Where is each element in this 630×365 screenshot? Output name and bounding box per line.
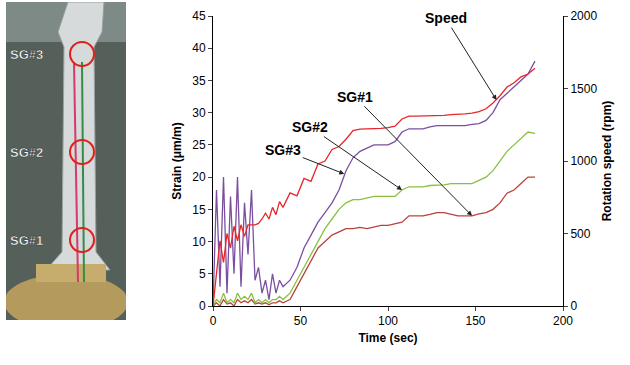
svg-text:SG#2: SG#2	[292, 119, 328, 135]
svg-text:Time (sec): Time (sec)	[358, 331, 417, 345]
svg-text:2000: 2000	[570, 9, 597, 23]
svg-text:10: 10	[192, 235, 206, 249]
svg-text:50: 50	[294, 314, 308, 328]
svg-text:1500: 1500	[570, 82, 597, 96]
svg-text:SG#3: SG#3	[10, 47, 43, 62]
svg-text:25: 25	[192, 138, 206, 152]
svg-text:0: 0	[199, 299, 206, 313]
svg-text:Speed: Speed	[425, 10, 467, 26]
svg-text:SG#2: SG#2	[10, 145, 43, 160]
svg-text:20: 20	[192, 170, 206, 184]
svg-text:15: 15	[192, 203, 206, 217]
svg-text:0: 0	[210, 314, 217, 328]
svg-text:1000: 1000	[570, 154, 597, 168]
svg-text:SG#1: SG#1	[337, 89, 373, 105]
svg-text:Strain (μm/m): Strain (μm/m)	[170, 122, 184, 199]
svg-text:SG#1: SG#1	[10, 233, 43, 248]
svg-text:0: 0	[570, 299, 577, 313]
svg-text:40: 40	[192, 41, 206, 55]
svg-text:Rotation speed (rpm): Rotation speed (rpm)	[600, 101, 614, 222]
svg-text:45: 45	[192, 9, 206, 23]
svg-text:5: 5	[199, 267, 206, 281]
svg-text:100: 100	[378, 314, 398, 328]
svg-text:500: 500	[570, 227, 590, 241]
svg-text:150: 150	[465, 314, 485, 328]
svg-text:35: 35	[192, 74, 206, 88]
svg-text:SG#3: SG#3	[265, 142, 301, 158]
svg-text:200: 200	[553, 314, 573, 328]
svg-text:30: 30	[192, 106, 206, 120]
